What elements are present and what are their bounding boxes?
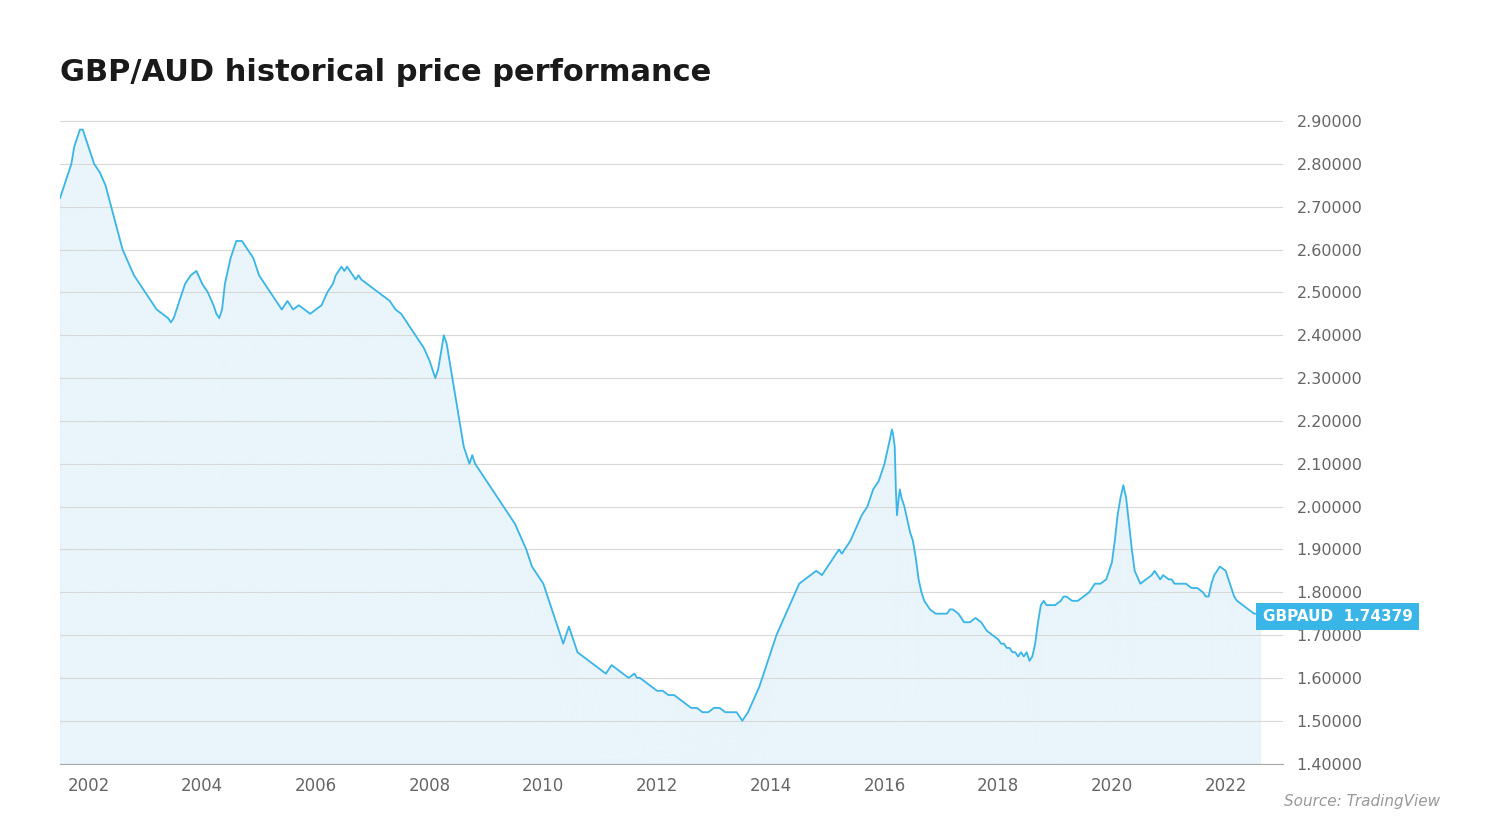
Text: Source: TradingView: Source: TradingView	[1284, 794, 1440, 809]
Text: GBPAUD  1.74379: GBPAUD 1.74379	[1263, 609, 1413, 624]
Text: GBP/AUD historical price performance: GBP/AUD historical price performance	[60, 58, 711, 87]
